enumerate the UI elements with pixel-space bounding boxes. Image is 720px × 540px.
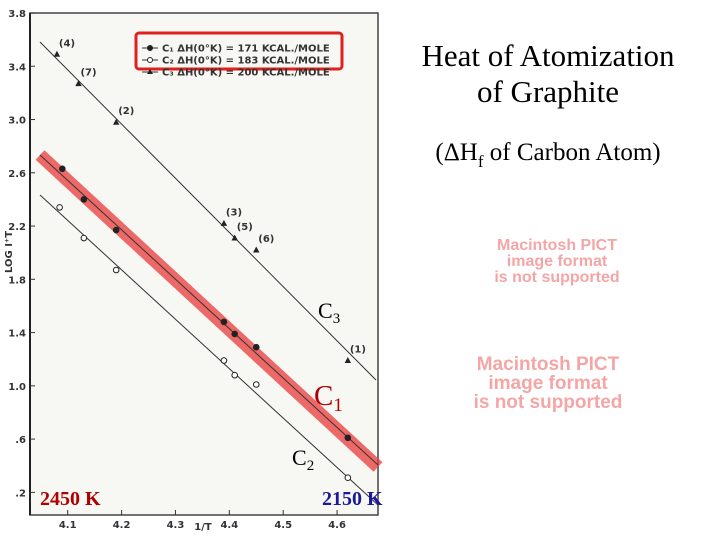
- point: [112, 266, 120, 274]
- point: [231, 330, 239, 338]
- annotation-c2: C2: [292, 445, 314, 474]
- point-label: (1): [350, 345, 366, 356]
- legend-label: C₃ ΔH(0°K) = 200 KCAL./MOLE: [162, 68, 330, 79]
- y-tick-label: 3.8: [8, 9, 26, 20]
- legend-marker: [147, 57, 153, 63]
- series: (4) (7) (2) (3) (5) (6) (1): [53, 38, 366, 364]
- legend-highlight: [134, 31, 344, 71]
- point: [56, 204, 63, 211]
- point: [344, 474, 352, 482]
- annotation-sub: 1: [333, 395, 343, 416]
- y-tick-label: 3.4: [8, 62, 26, 73]
- plot: .2 .6 1.0 1.4 1.8 2.2 2.6 3.0 3.4 3.8 4.1 4.2 4.3 4.4…: [8, 9, 366, 531]
- x-tick-label: 4.6: [328, 520, 346, 531]
- fit-line-c1: [39, 154, 379, 466]
- annotation-c3: C3: [318, 298, 340, 327]
- y-tick-label: 2.2: [8, 222, 26, 233]
- point: [112, 118, 120, 125]
- y-tick-label: 1.8: [8, 275, 26, 286]
- fit-line-c3: [39, 41, 377, 381]
- point: [231, 371, 239, 379]
- y-tick-label: 1.0: [8, 382, 26, 393]
- pict-placeholder: image format: [488, 373, 608, 394]
- y-tick-label: .2: [15, 488, 26, 499]
- pict-placeholder: Macintosh PICT: [477, 354, 620, 375]
- plot-frame: [29, 12, 379, 516]
- annotation-c1: C1: [314, 380, 343, 416]
- x-axis-label: 1/T: [194, 522, 212, 533]
- point-label: (2): [118, 106, 134, 117]
- annotation-sub: 2: [307, 458, 315, 474]
- x-tick-label: 4.1: [59, 520, 77, 531]
- point: [220, 357, 228, 364]
- series: [59, 165, 352, 442]
- point: [252, 343, 260, 351]
- legend-label: C₂ ΔH(0°K) = 183 KCAL./MOLE: [162, 56, 330, 67]
- point: [220, 219, 228, 226]
- subtitle-part: (ΔH: [435, 139, 477, 166]
- annotation-base: C: [292, 445, 307, 470]
- y-tick-label: 1.4: [8, 329, 26, 340]
- legend-label: C₁ ΔH(0°K) = 171 KCAL./MOLE: [162, 44, 330, 55]
- point: [344, 434, 352, 442]
- x-tick-label: 4.4: [220, 520, 238, 531]
- title: Heat of Atomization of Graphite: [421, 38, 675, 109]
- pict-placeholder: is not supported: [494, 269, 619, 286]
- y-tick-label: 3.0: [8, 116, 26, 127]
- point: [80, 196, 88, 203]
- series: [56, 204, 352, 482]
- point: [231, 234, 238, 241]
- point-label: (7): [80, 68, 96, 79]
- legend-marker: [147, 69, 153, 74]
- point-label: (5): [237, 222, 253, 233]
- pict-placeholder: image format: [507, 253, 608, 270]
- x-tick-label: 4.3: [167, 520, 185, 531]
- annotation-left-temp: 2450 K: [40, 488, 101, 510]
- point: [75, 80, 82, 87]
- annotation-base: C: [318, 298, 333, 323]
- point: [53, 50, 61, 57]
- y-tick-label: .6: [15, 435, 26, 446]
- point: [253, 246, 260, 253]
- annotation-sub: 3: [333, 311, 341, 327]
- x-tick-label: 4.2: [113, 520, 131, 531]
- point: [344, 357, 352, 364]
- point-label: (3): [226, 207, 242, 218]
- pict-placeholder: Macintosh PICT: [497, 237, 617, 254]
- y-axis-label: LOG I⁺T: [4, 231, 15, 273]
- y-tick-label: 2.6: [8, 169, 26, 180]
- subtitle-sub: f: [478, 152, 484, 171]
- pict-placeholder: is not supported: [474, 392, 623, 413]
- point: [112, 226, 120, 234]
- point: [220, 318, 228, 326]
- point-label: (6): [258, 234, 274, 245]
- annotation-right-temp: 2150 K: [322, 488, 383, 510]
- subtitle-part: of Carbon Atom): [484, 139, 661, 166]
- fit-line-c2: [39, 194, 379, 506]
- x-tick-label: 4.5: [274, 520, 292, 531]
- subtitle: (ΔHf of Carbon Atom): [435, 139, 660, 171]
- point: [80, 234, 88, 242]
- point: [59, 165, 66, 173]
- point: [252, 381, 260, 388]
- annotation-base: C: [314, 380, 333, 412]
- legend-marker: [147, 45, 153, 51]
- point-label: (4): [59, 38, 75, 49]
